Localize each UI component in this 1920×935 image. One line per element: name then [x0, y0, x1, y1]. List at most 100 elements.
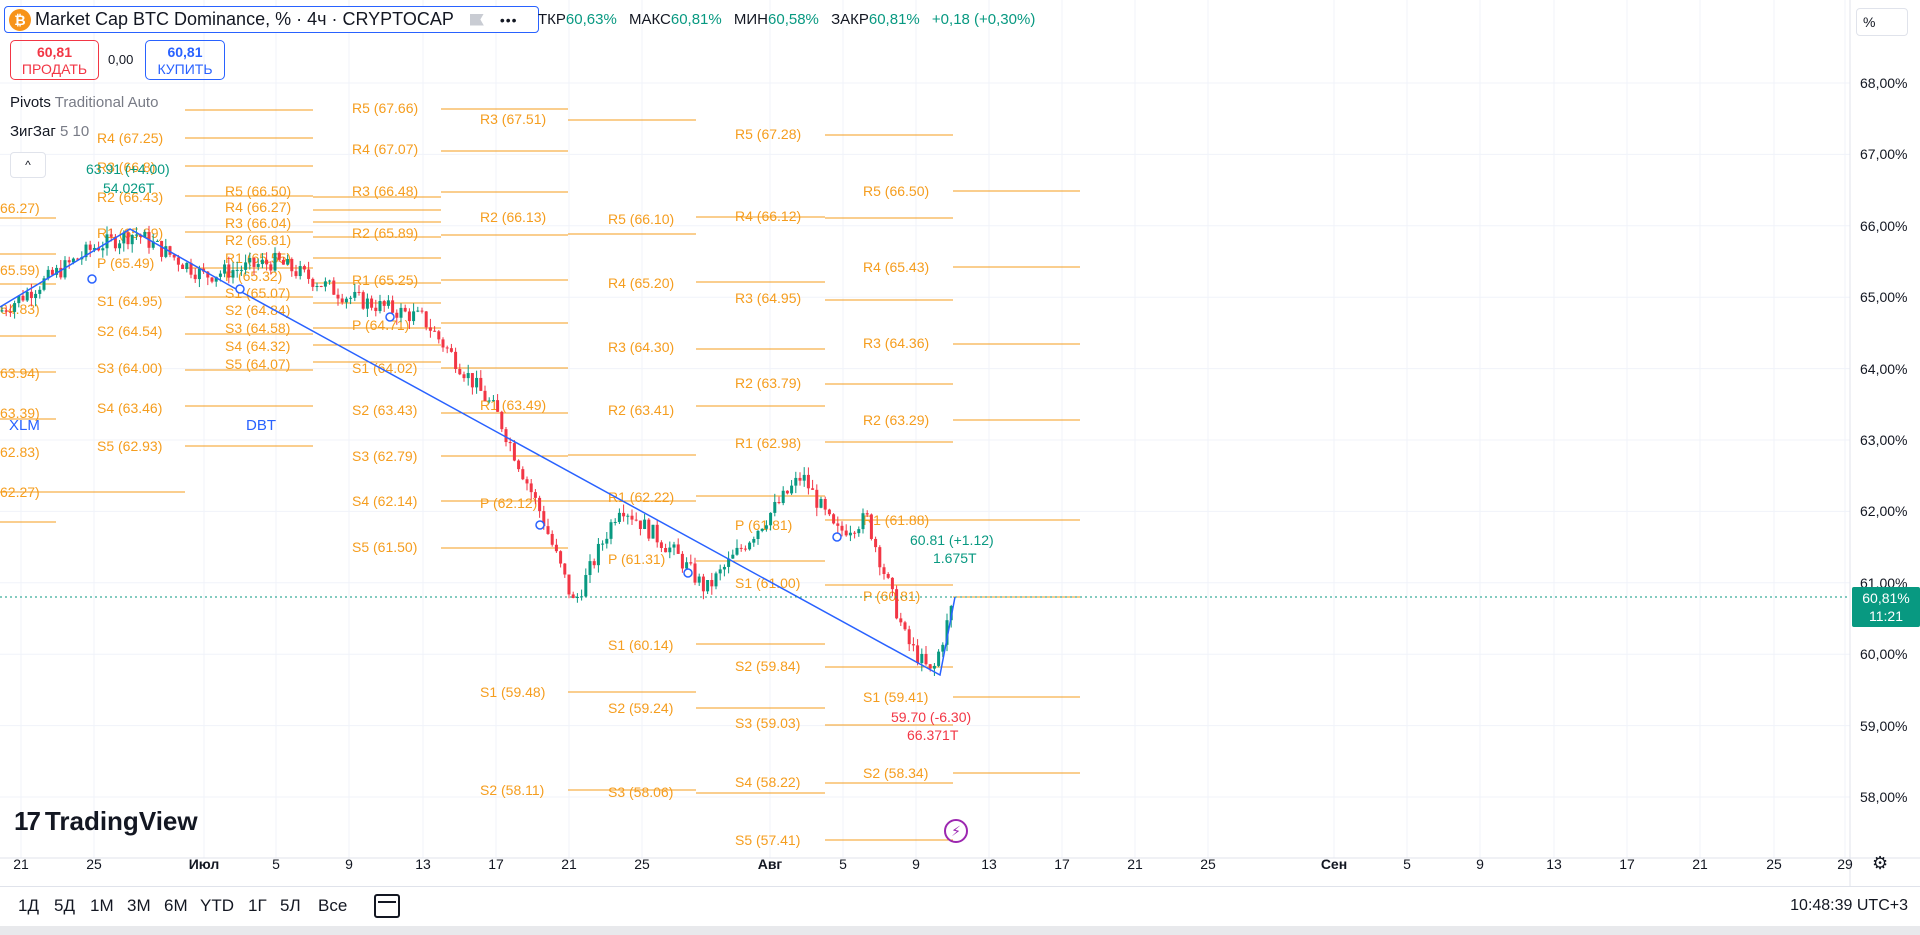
candle-body — [370, 299, 373, 308]
clock[interactable]: 10:48:39 UTC+3 — [1790, 897, 1908, 915]
price-tick: 62,00% — [1860, 503, 1907, 519]
range-button[interactable]: 6М — [164, 896, 188, 916]
flag-icon[interactable] — [470, 14, 484, 26]
sell-button[interactable]: 60,81 ПРОДАТЬ — [10, 40, 99, 80]
range-button[interactable]: YTD — [200, 896, 234, 916]
candle-body — [185, 263, 188, 269]
lightning-icon[interactable]: ⚡ — [944, 819, 968, 843]
buy-button[interactable]: 60,81 КУПИТЬ — [145, 40, 225, 80]
candle-body — [286, 259, 289, 265]
candle-body — [677, 544, 680, 553]
price-tick: 58,00% — [1860, 789, 1907, 805]
range-button[interactable]: 5Л — [280, 896, 301, 916]
more-icon[interactable]: ••• — [500, 12, 518, 28]
symbol-tag-xlm[interactable]: XLM — [9, 417, 40, 434]
zigzag-label-last: 60.81 (+1.12) — [910, 532, 994, 548]
candle-body — [5, 310, 8, 312]
candle-body — [908, 629, 911, 644]
pivot-label: R2 (65.81) — [225, 232, 291, 248]
candle-body — [269, 264, 272, 270]
candle-body — [660, 542, 663, 548]
candle-body — [681, 554, 684, 569]
candle-body — [223, 264, 226, 273]
pivot-label: 63.94) — [0, 365, 40, 381]
candle-body — [278, 253, 281, 260]
candle-body — [198, 269, 201, 279]
candle-body — [815, 490, 818, 508]
candle-body — [362, 292, 365, 309]
price-tick: 65,00% — [1860, 289, 1907, 305]
pivot-label: S2 (58.11) — [480, 782, 544, 798]
bar-countdown: 11:21 — [1852, 607, 1920, 625]
candle-body — [828, 510, 831, 515]
candle-body — [899, 618, 902, 622]
candle-body — [597, 544, 600, 565]
candle-body — [912, 644, 915, 645]
pivot-label: S4 (58.22) — [735, 774, 800, 790]
price-chart[interactable]: 66.27)65.59)64.83)63.94)63.39)62.83)62.2… — [0, 0, 1920, 886]
calendar-icon[interactable] — [374, 894, 400, 918]
pivot-label: S1 (65.07) — [225, 285, 290, 301]
candle-body — [181, 265, 184, 269]
candle-body — [253, 258, 256, 267]
candle-body — [358, 292, 361, 293]
event-marker — [88, 275, 96, 283]
candle-body — [316, 286, 319, 287]
symbol-tag-dbt[interactable]: DBT — [246, 417, 276, 434]
symbol-header[interactable]: ₿ Market Cap BTC Dominance, % · 4ч · CRY… — [4, 6, 539, 33]
zigzag-label-low: 59.70 (-6.30) — [891, 709, 971, 725]
candle-body — [26, 292, 29, 301]
candle-body — [820, 499, 823, 508]
pivot-label: R3 (67.51) — [480, 111, 546, 127]
pivot-label: S5 (62.93) — [97, 438, 162, 454]
candle-body — [118, 243, 121, 248]
pivot-label: R3 (64.30) — [608, 339, 674, 355]
candle-body — [530, 483, 533, 492]
candle-body — [22, 296, 25, 301]
candle-body — [710, 580, 713, 586]
time-tick: 25 — [634, 856, 650, 872]
high-label: МАКС — [629, 11, 671, 28]
candle-body — [303, 266, 306, 269]
pivot-label: R4 (67.25) — [97, 130, 163, 146]
candle-body — [572, 594, 575, 598]
range-button[interactable]: 5Д — [54, 896, 75, 916]
candle-body — [761, 529, 764, 531]
pivots-indicator[interactable]: Pivots Traditional Auto — [10, 94, 158, 111]
pivot-label: R5 (67.66) — [352, 100, 418, 116]
range-button[interactable]: 1Д — [18, 896, 39, 916]
range-button[interactable]: 1М — [90, 896, 114, 916]
candle-body — [127, 233, 130, 245]
event-marker — [536, 521, 544, 529]
candle-body — [160, 241, 163, 257]
candle-body — [521, 469, 524, 479]
price-tick: 68,00% — [1860, 75, 1907, 91]
symbol-title[interactable]: Market Cap BTC Dominance, % · 4ч · CRYPT… — [35, 9, 454, 30]
time-tick: 13 — [1546, 856, 1562, 872]
candle-body — [177, 257, 180, 264]
pivot-label: S2 (58.34) — [863, 765, 928, 781]
candle-body — [639, 521, 642, 529]
candle-body — [38, 290, 41, 294]
candle-body — [694, 563, 697, 582]
range-button[interactable]: Все — [318, 896, 347, 916]
candle-body — [101, 248, 104, 250]
candle-body — [769, 513, 772, 525]
gear-icon[interactable]: ⚙ — [1872, 853, 1888, 874]
candle-body — [643, 520, 646, 529]
zigzag-indicator[interactable]: ЗигЗаг 5 10 — [10, 123, 89, 140]
collapse-indicators-button[interactable]: ^ — [10, 152, 46, 178]
pivot-label: S5 (61.50) — [352, 539, 417, 555]
candle-body — [425, 311, 428, 327]
candle-body — [731, 555, 734, 559]
range-button[interactable]: 1Г — [248, 896, 267, 916]
range-button[interactable]: 3М — [127, 896, 151, 916]
candle-body — [916, 645, 919, 663]
candle-body — [584, 575, 587, 596]
candle-body — [433, 331, 436, 332]
scale-mode-button[interactable]: % — [1856, 8, 1908, 36]
zigzag-params: 5 10 — [60, 123, 89, 140]
tradingview-mark-icon: 17 — [14, 806, 39, 837]
candle-body — [723, 567, 726, 569]
tradingview-logo[interactable]: 17 TradingView — [14, 806, 198, 837]
